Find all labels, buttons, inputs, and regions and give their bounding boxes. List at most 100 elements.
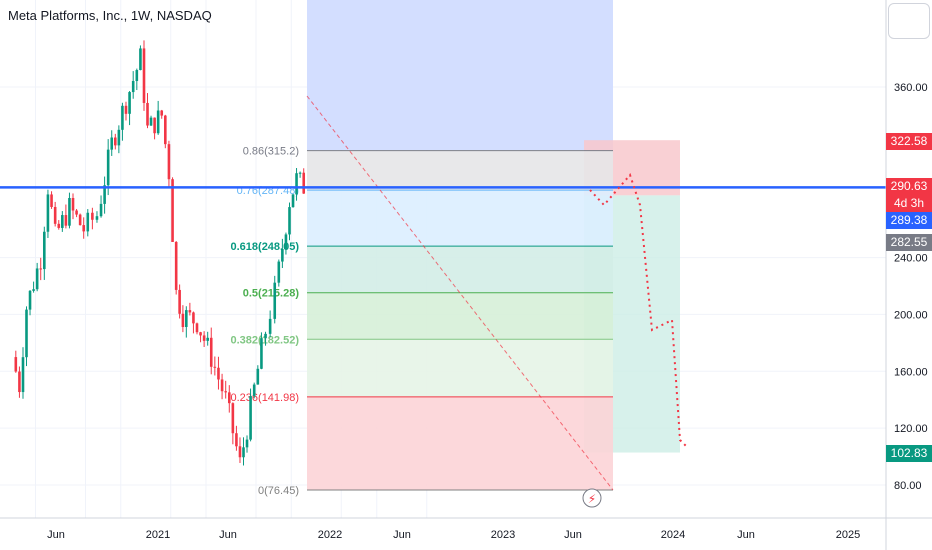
fib-band [307, 396, 613, 491]
candle-body [235, 433, 238, 447]
price-tag-countdown: 4d 3h [886, 195, 932, 212]
candle-body [71, 197, 75, 211]
candle-body [209, 337, 213, 367]
price-axis-label: 120.00 [894, 423, 928, 435]
candle-body [220, 379, 224, 392]
candle-body [103, 185, 106, 204]
fib-level-label: 0.86(315.2) [243, 146, 299, 158]
candle-body [68, 197, 71, 226]
candle-body [160, 110, 164, 116]
lightning-icon: ⚡ [588, 492, 596, 506]
fib-level-label: 0.5(215.28) [243, 288, 300, 300]
fib-trend-line [306, 95, 614, 491]
price-axis-label: 240.00 [894, 253, 928, 265]
candle-body [28, 290, 32, 310]
candle-body [75, 210, 78, 215]
chart-title: Meta Platforms, Inc., 1W, NASDAQ [8, 8, 212, 23]
time-axis-label: 2024 [661, 529, 685, 541]
candle-body [178, 289, 181, 314]
candle-body [153, 117, 156, 134]
candle-body [298, 172, 302, 174]
candle-body [139, 48, 142, 71]
time-axis-label: 2023 [491, 529, 515, 541]
candle-body [245, 439, 249, 448]
candle-body [291, 194, 295, 208]
price-tag-hline: 289.38 [886, 212, 932, 229]
candle-body [53, 206, 57, 224]
time-axis-label: Jun [737, 529, 755, 541]
price-tag-stop: 322.58 [886, 133, 932, 150]
candle-body [174, 241, 178, 290]
fib-level-label: 0.236(141.98) [231, 392, 300, 404]
candle-body [256, 368, 260, 385]
candle-body [227, 392, 231, 404]
fib-level-label: 0.618(248.05) [231, 241, 300, 253]
candle-body [238, 446, 242, 458]
fib-retracement[interactable]: 0(76.45) 0.236(141.98) 0.382(182.52) 0.5(21… [231, 95, 614, 497]
candle-body [14, 357, 18, 372]
candle-body [21, 357, 25, 393]
price-axis-label: 160.00 [894, 366, 928, 378]
time-axis-label: Jun [393, 529, 411, 541]
candle-body [156, 110, 160, 134]
candle-body [106, 149, 110, 186]
candle-body [131, 81, 135, 93]
candle-body [35, 268, 39, 290]
candle-body [128, 92, 131, 114]
candle-body [185, 310, 188, 328]
price-axis-label: 80.00 [894, 480, 922, 492]
event-marker-icon [582, 488, 602, 508]
candle-body [110, 137, 114, 150]
time-axis-label: 2025 [836, 529, 860, 541]
fib-band [307, 150, 613, 191]
scale-button[interactable] [888, 3, 930, 39]
price-tag-last: 290.63 [886, 178, 932, 195]
candle-body [171, 179, 174, 242]
candle-body [206, 337, 209, 341]
candle-body [281, 249, 284, 262]
candle-body [199, 332, 202, 336]
fib-band [307, 339, 613, 397]
candle-body [164, 115, 167, 145]
candle-body [277, 261, 281, 283]
candle-body [202, 335, 206, 341]
overlay: ⚡ [0, 173, 886, 508]
fib-level-label: 0(76.45) [258, 485, 299, 497]
candle-body [284, 234, 288, 250]
candles [14, 40, 306, 466]
candle-body [217, 367, 220, 380]
candle-body [95, 216, 99, 220]
candle-body [61, 215, 64, 228]
candle-body [124, 105, 128, 114]
candle-body [39, 268, 43, 270]
candle-body [295, 173, 298, 195]
price-axis-label: 360.00 [894, 82, 928, 94]
candle-body [213, 366, 217, 368]
candle-body [64, 215, 68, 226]
fib-level-label: 0.382(182.52) [231, 334, 300, 346]
candle-body [121, 105, 124, 130]
candle-body [188, 310, 192, 313]
candle-body [242, 447, 245, 458]
fib-band [307, 246, 613, 293]
candle-body [249, 396, 252, 440]
time-axis-label: Jun [219, 529, 237, 541]
candle-body [288, 207, 291, 235]
candle-body [78, 214, 82, 226]
price-tag-entry: 282.55 [886, 234, 932, 251]
candle-body [224, 391, 227, 393]
candle-body [252, 384, 256, 397]
candle-body [50, 194, 53, 207]
candle-body [192, 312, 195, 324]
time-axis-label: 2021 [146, 529, 170, 541]
price-axis-label: 200.00 [894, 309, 928, 321]
candle-body [195, 323, 199, 333]
candle-body [167, 144, 171, 180]
candle-body [86, 212, 90, 232]
candle-body [99, 203, 103, 217]
candle-body [57, 223, 61, 228]
candle-body [142, 48, 146, 103]
candle-body [302, 172, 306, 194]
price-tag-target: 102.83 [886, 445, 932, 462]
